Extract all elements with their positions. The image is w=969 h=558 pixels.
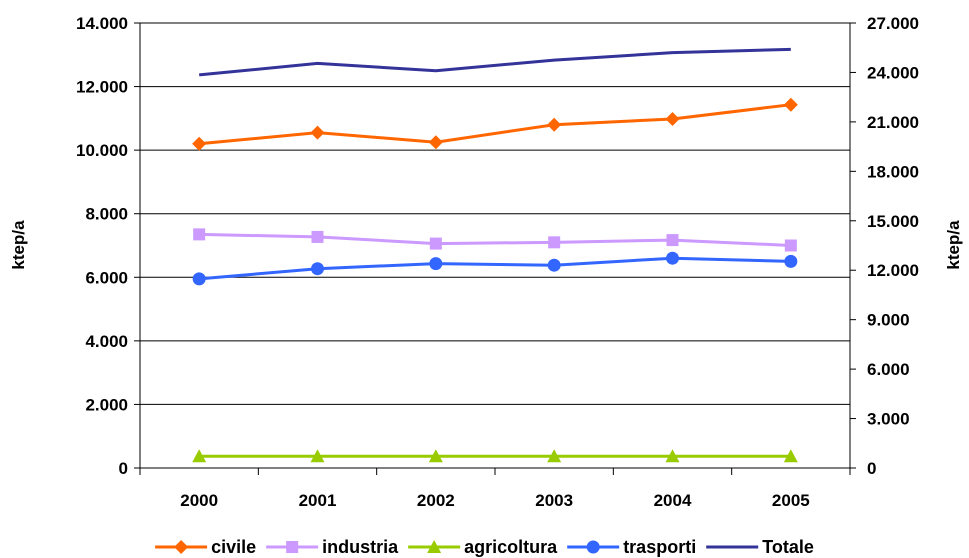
y-tick-label-left: 14.000 <box>76 14 128 33</box>
series-markers <box>192 97 798 463</box>
x-tick-label: 2003 <box>535 491 573 510</box>
y-tick-label-left: 0 <box>119 459 128 478</box>
data-point-civile <box>665 111 680 126</box>
y-tick-label-left: 8.000 <box>85 205 128 224</box>
data-point-agricoltura <box>310 449 325 463</box>
data-point-civile <box>310 125 325 140</box>
data-point-trasporti <box>666 251 679 265</box>
y-tick-label-left: 4.000 <box>85 332 128 351</box>
gridlines <box>140 22 850 405</box>
y-tick-label-right: 21.000 <box>867 113 919 132</box>
axes <box>134 22 856 475</box>
data-point-industria <box>429 237 442 250</box>
series-line-industria <box>199 232 791 247</box>
y-tick-label-right: 27.000 <box>867 14 919 33</box>
data-point-trasporti <box>547 258 561 272</box>
data-point-trasporti <box>311 262 324 276</box>
data-point-agricoltura <box>192 449 207 463</box>
y-tick-label-right: 18.000 <box>867 162 919 181</box>
data-point-industria <box>193 228 206 241</box>
legend-label-agricoltura: agricoltura <box>464 537 558 557</box>
data-point-civile <box>783 97 798 112</box>
data-point-trasporti <box>429 257 443 271</box>
y-axis-title-right: ktep/a <box>944 220 963 270</box>
y-tick-label-right: 15.000 <box>867 212 919 231</box>
legend-label-totale: Totale <box>762 537 814 557</box>
legend-label-trasporti: trasporti <box>623 537 696 557</box>
legend: civile industria agricoltura trasporti Total… <box>155 537 814 557</box>
y-tick-label-right: 24.000 <box>867 63 919 82</box>
data-point-civile <box>192 136 207 151</box>
y-tick-label-left: 2.000 <box>85 395 128 414</box>
legend-label-civile: civile <box>211 537 256 557</box>
data-point-civile <box>428 135 443 150</box>
x-tick-label: 2001 <box>299 491 337 510</box>
legend-label-industria: industria <box>322 537 399 557</box>
tick-labels: 0 2.000 4.000 6.000 8.000 10.000 12.000 14.000 0… <box>76 14 919 510</box>
legend-marker-civile <box>174 540 189 554</box>
y-axis-title-left: ktep/a <box>9 220 28 270</box>
x-tick-label: 2004 <box>654 491 692 510</box>
data-point-agricoltura <box>547 449 562 463</box>
data-point-industria <box>666 234 679 247</box>
y-tick-label-right: 9.000 <box>867 311 910 330</box>
x-tick-label: 2002 <box>417 491 455 510</box>
data-point-civile <box>547 117 562 132</box>
y-tick-label-left: 6.000 <box>85 268 128 287</box>
data-point-industria <box>784 239 797 252</box>
y-tick-label-left: 12.000 <box>76 78 128 97</box>
series-line-totale <box>199 47 791 77</box>
y-tick-label-right: 12.000 <box>867 261 919 280</box>
x-tick-label: 2005 <box>772 491 810 510</box>
legend-marker-trasporti <box>586 540 600 554</box>
x-tick-label: 2000 <box>180 491 218 510</box>
data-point-agricoltura <box>428 449 443 463</box>
series-lines <box>199 47 792 458</box>
legend-marker-agricoltura <box>427 540 442 553</box>
y-tick-label-left: 10.000 <box>76 141 128 160</box>
y-tick-label-right: 6.000 <box>867 360 910 379</box>
y-tick-label-right: 3.000 <box>867 410 910 429</box>
data-point-industria <box>311 230 324 243</box>
series-line-civile <box>199 103 792 146</box>
data-point-trasporti <box>192 272 206 286</box>
series-line-trasporti <box>199 256 791 281</box>
y-tick-label-right: 0 <box>867 459 876 478</box>
legend-marker-industria <box>286 541 299 553</box>
data-point-industria <box>548 236 561 249</box>
data-point-agricoltura <box>665 449 680 463</box>
data-point-trasporti <box>784 254 798 268</box>
data-point-agricoltura <box>783 449 798 463</box>
